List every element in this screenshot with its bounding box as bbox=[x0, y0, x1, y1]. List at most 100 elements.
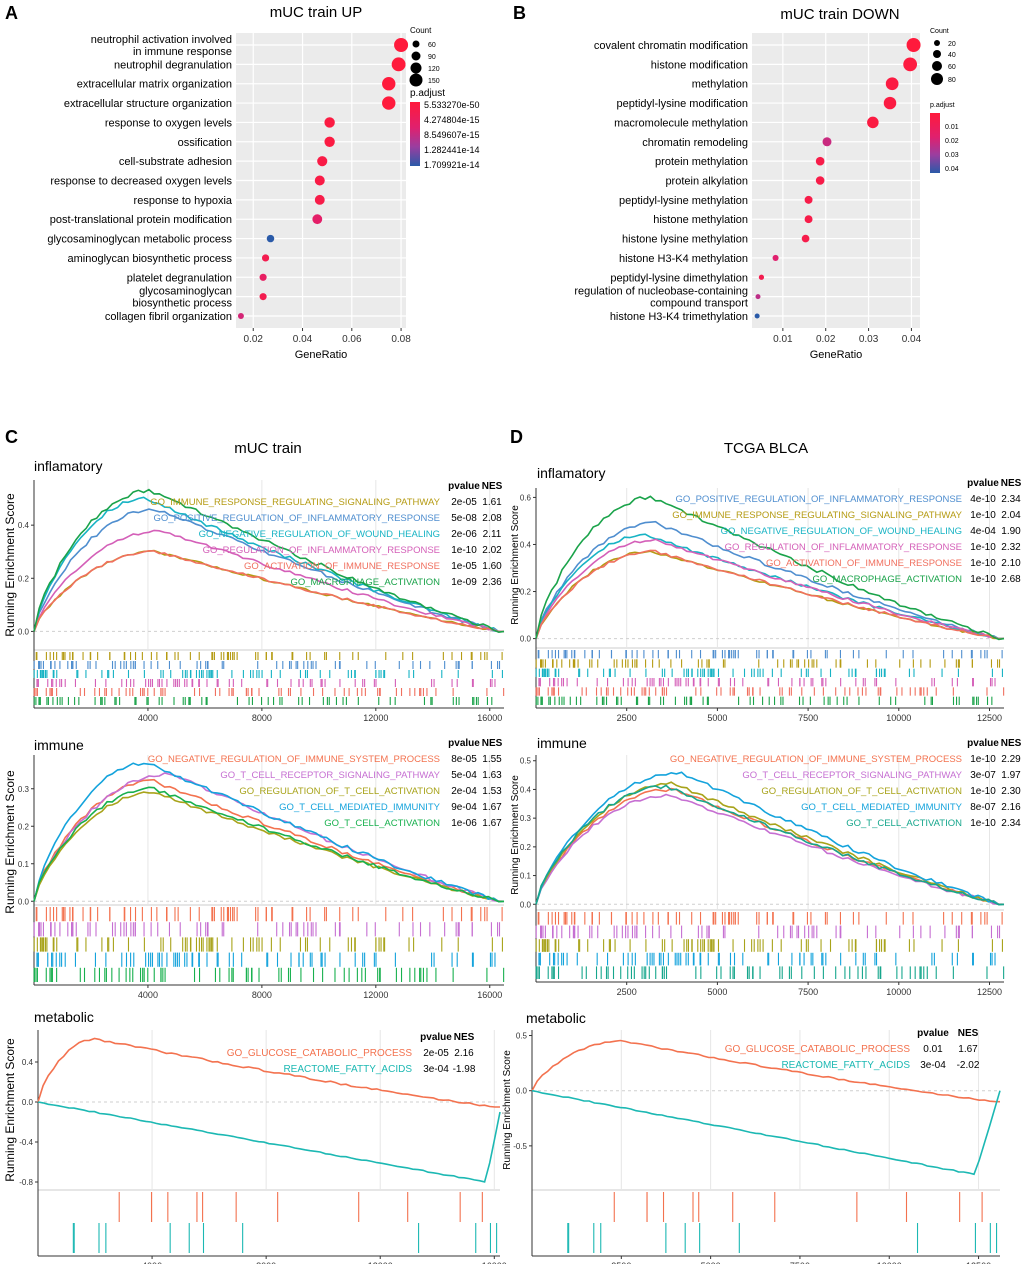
term-label: neutrophil activation involved bbox=[91, 34, 232, 46]
dot-point bbox=[317, 156, 328, 167]
enrichment-curve bbox=[37, 1101, 501, 1183]
enrichment-curve bbox=[535, 771, 1005, 906]
gsea-d-immune: 0.0 0.1 0.2 0.3 0.4 0.5 2500 5000 7500 10000 12500… bbox=[520, 738, 1022, 997]
dot-point bbox=[885, 77, 899, 91]
panel-letter-a: A bbox=[5, 3, 18, 23]
series-name: GO_REGULATION_OF_INFLAMMATORY_RESPONSE bbox=[725, 542, 962, 553]
enrichment-curve bbox=[535, 520, 1005, 640]
dot-point bbox=[867, 116, 879, 129]
series-pvalue: 3e-04 bbox=[423, 1064, 449, 1075]
gsea-ylabel: Running Enrichment Score bbox=[510, 775, 521, 895]
x-tick-label: 5000 bbox=[707, 987, 727, 997]
series-nes: 1.90 bbox=[1001, 526, 1021, 537]
dot-point bbox=[312, 214, 323, 225]
legend-a-padj-title: p.adjust bbox=[410, 88, 445, 99]
series-name: GO_GLUCOSE_CATABOLIC_PROCESS bbox=[725, 1044, 911, 1055]
x-tick-label: 4000 bbox=[138, 713, 158, 723]
term-label: in immune response bbox=[133, 46, 232, 58]
x-tick-label: 0.04 bbox=[293, 334, 313, 345]
x-axis-label: GeneRatio bbox=[810, 349, 863, 361]
enrichment-curve bbox=[535, 495, 1005, 641]
enrichment-curve bbox=[33, 529, 505, 633]
x-tick-label: 7500 bbox=[798, 713, 818, 723]
legend-a-count-label: 150 bbox=[428, 78, 440, 85]
y-tick-label: 0.2 bbox=[520, 588, 532, 597]
legend-b-size-dot bbox=[934, 40, 940, 46]
series-name: GO_REGULATION_OF_T_CELL_ACTIVATION bbox=[239, 786, 440, 797]
gsea-ylabel: Running Enrichment Score bbox=[502, 1050, 513, 1170]
series-name: GO_NEGATIVE_REGULATION_OF_WOUND_HEALING bbox=[721, 526, 962, 537]
dot-point bbox=[903, 57, 918, 72]
series-nes: 2.34 bbox=[1001, 818, 1021, 829]
series-nes: 1.60 bbox=[482, 561, 502, 572]
series-pvalue: 1e-10 bbox=[970, 542, 996, 553]
panel-letter-c: C bbox=[5, 427, 18, 447]
term-label: histone H3-K4 trimethylation bbox=[610, 311, 748, 323]
enrichment-curve bbox=[535, 549, 1005, 640]
y-tick-label: 0.4 bbox=[18, 521, 30, 530]
enrichment-curve bbox=[531, 1039, 1001, 1103]
y-tick-label: 0.1 bbox=[18, 860, 30, 869]
term-label: regulation of nucleobase-containing bbox=[574, 286, 748, 298]
legend-b-padj-label: 0.04 bbox=[945, 166, 959, 173]
x-tick-label: 0.02 bbox=[816, 334, 836, 345]
x-tick-label: 8000 bbox=[256, 1261, 276, 1264]
series-name: GO_NEGATIVE_REGULATION_OF_IMMUNE_SYSTEM_… bbox=[148, 754, 440, 765]
series-pvalue: 4e-04 bbox=[970, 526, 996, 537]
dot-point bbox=[755, 294, 761, 300]
legend-a-size-dot bbox=[410, 62, 422, 74]
y-tick-label: 0.5 bbox=[516, 1032, 528, 1041]
series-nes: 1.55 bbox=[482, 754, 502, 765]
legend-b-size-dot bbox=[931, 73, 943, 85]
series-name: REACTOME_FATTY_ACIDS bbox=[781, 1060, 910, 1071]
legend-b-count-label: 40 bbox=[948, 52, 956, 59]
x-tick-label: 10000 bbox=[886, 987, 911, 997]
legend-a-count-label: 90 bbox=[428, 54, 436, 61]
term-label: histone H3-K4 methylation bbox=[619, 253, 748, 265]
legend-a-count-title: Count bbox=[410, 26, 432, 35]
term-label: biosynthetic process bbox=[132, 298, 232, 310]
nes-header: NES bbox=[958, 1028, 979, 1039]
series-pvalue: 5e-08 bbox=[451, 513, 477, 524]
dot-point bbox=[391, 57, 406, 72]
legend-a-padj-label: 1.282441e-14 bbox=[424, 145, 480, 155]
section-title-inflam-c: inflamatory bbox=[34, 458, 102, 474]
gsea-c-inflamatory: 0.0 0.2 0.4 4000 8000 12000 16000 pvalue NES GO_I… bbox=[18, 480, 505, 723]
legend-b-count-title: Count bbox=[930, 28, 949, 35]
series-nes: 2.08 bbox=[482, 513, 502, 524]
term-label: post-translational protein modification bbox=[50, 214, 232, 226]
series-name: GO_GLUCOSE_CATABOLIC_PROCESS bbox=[227, 1048, 413, 1059]
panel-c-title: mUC train bbox=[234, 440, 302, 457]
series-pvalue: 1e-06 bbox=[451, 818, 477, 829]
x-tick-label: 8000 bbox=[252, 713, 272, 723]
y-tick-label: 0.4 bbox=[520, 540, 532, 549]
dot-point bbox=[822, 137, 832, 147]
term-label: glycosaminoglycan bbox=[139, 286, 232, 298]
x-tick-label: 16000 bbox=[477, 990, 502, 1000]
x-tick-label: 12000 bbox=[363, 990, 388, 1000]
section-title-inflam-d: inflamatory bbox=[537, 465, 605, 481]
dot-point bbox=[772, 254, 779, 261]
series-name: GO_T_CELL_ACTIVATION bbox=[324, 818, 440, 829]
term-label: compound transport bbox=[650, 298, 748, 310]
dotplot-down: covalent chromatin modification histone m… bbox=[574, 33, 922, 361]
term-label: macromolecule methylation bbox=[614, 117, 748, 129]
dot-point bbox=[754, 313, 760, 319]
enrichment-curve bbox=[33, 549, 505, 633]
series-name: GO_NEGATIVE_REGULATION_OF_WOUND_HEALING bbox=[199, 529, 440, 540]
series-pvalue: 2e-06 bbox=[451, 529, 477, 540]
term-label: peptidyl-lysine dimethylation bbox=[610, 272, 748, 284]
legend-a-size-dot bbox=[409, 73, 423, 87]
nes-header: NES bbox=[1001, 738, 1022, 749]
section-title-immune-d: immune bbox=[537, 735, 587, 751]
enrichment-curve bbox=[33, 488, 505, 634]
legend-b-padj-title: p.adjust bbox=[930, 102, 955, 109]
series-pvalue: 1e-10 bbox=[451, 545, 477, 556]
enrichment-curve bbox=[535, 784, 1005, 906]
term-label: aminoglycan biosynthetic process bbox=[68, 253, 233, 265]
dot-point bbox=[815, 176, 825, 185]
series-nes: 1.67 bbox=[958, 1044, 978, 1055]
y-tick-label: 0.0 bbox=[18, 627, 30, 636]
series-pvalue: 4e-10 bbox=[970, 494, 996, 505]
legend-a-padj-label: 8.549607e-15 bbox=[424, 130, 480, 140]
